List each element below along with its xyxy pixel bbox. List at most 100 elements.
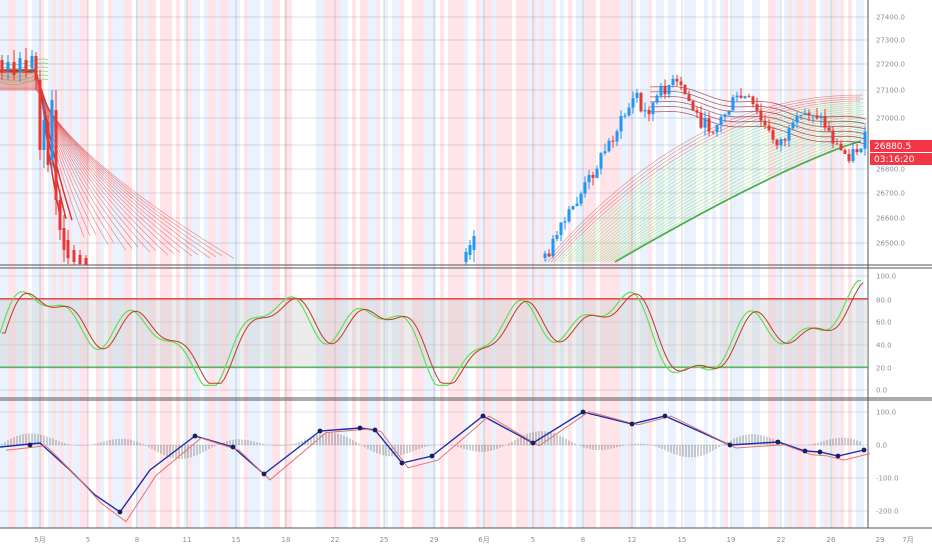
shade-band <box>384 0 388 528</box>
shade-band <box>272 0 276 528</box>
shade-band <box>56 0 60 528</box>
shade-band <box>196 0 200 528</box>
macd-tick-label: -100.0 <box>876 475 899 483</box>
shade-band <box>152 0 156 528</box>
macd-cross-marker <box>727 442 733 448</box>
candle <box>0 60 4 72</box>
shade-band <box>528 0 532 528</box>
shade-band <box>208 0 212 528</box>
ma-ribbon-line <box>0 86 211 259</box>
candle <box>78 255 82 264</box>
stoch-tick-label: 80.0 <box>876 297 892 305</box>
candle <box>727 110 731 115</box>
shade-band <box>100 0 104 528</box>
shade-band <box>668 0 672 528</box>
candle <box>687 94 691 102</box>
shade-band <box>192 0 196 528</box>
shade-band <box>740 0 744 528</box>
shade-band <box>460 0 464 528</box>
candle <box>807 112 811 116</box>
shade-band <box>784 0 788 528</box>
candle <box>464 252 468 262</box>
shade-band <box>724 0 728 528</box>
ma-ribbon-line <box>614 140 862 263</box>
shade-band <box>516 0 520 528</box>
shade-band <box>24 0 28 528</box>
shade-band <box>440 0 444 528</box>
candle <box>607 140 611 152</box>
x-tick-label: 15 <box>678 536 687 544</box>
price-tick-label: 27200.0 <box>876 61 905 69</box>
shade-band <box>16 0 20 528</box>
macd-signal-line <box>5 411 871 523</box>
shade-band <box>832 0 836 528</box>
shade-band <box>360 0 364 528</box>
shade-band <box>176 0 180 528</box>
candle <box>831 130 835 144</box>
shade-band <box>52 0 56 528</box>
shade-band <box>148 0 152 528</box>
shade-band <box>836 0 840 528</box>
ma-ribbon-line <box>608 136 861 263</box>
x-tick-label: 6月 <box>478 536 489 544</box>
ma-ribbon-line <box>0 69 61 217</box>
shade-band <box>40 0 44 528</box>
shade-band <box>316 0 320 528</box>
shade-band <box>288 0 292 528</box>
candle <box>731 97 735 111</box>
shade-band <box>120 0 124 528</box>
shade-band <box>532 0 536 528</box>
shade-band <box>840 0 844 528</box>
x-tick-label: 15 <box>232 536 241 544</box>
shade-band <box>500 0 504 528</box>
candle <box>675 78 679 82</box>
candle <box>763 120 767 126</box>
shade-band <box>332 0 336 528</box>
shade-band <box>252 0 256 528</box>
ma-ribbon-line <box>0 84 193 257</box>
macd-cross-marker <box>230 444 236 450</box>
shade-band <box>328 0 332 528</box>
shade-band <box>808 0 812 528</box>
shade-band <box>396 0 400 528</box>
shade-band <box>428 0 432 528</box>
shade-band <box>616 0 620 528</box>
shade-band <box>68 0 72 528</box>
ma-ribbon-line <box>0 80 151 253</box>
shade-band <box>36 0 40 528</box>
shade-band <box>20 0 24 528</box>
candle <box>711 131 715 133</box>
shade-band <box>112 0 116 528</box>
candle <box>719 116 723 125</box>
ma-ribbon-line <box>0 78 133 249</box>
candle <box>855 149 859 153</box>
price-tick-label: 27400.0 <box>876 14 905 22</box>
x-tick-label: 29 <box>876 536 885 544</box>
stoch-tick-label: 0.0 <box>876 387 887 395</box>
shade-band <box>560 0 564 528</box>
candle <box>851 149 855 162</box>
shade-band <box>860 0 864 528</box>
candle <box>591 175 595 178</box>
shade-band <box>124 0 128 528</box>
stoch-tick-label: 60.0 <box>876 319 892 327</box>
x-tick-label: 5 <box>86 536 90 544</box>
stoch-tick-label: 40.0 <box>876 342 892 350</box>
candle <box>643 109 647 112</box>
candle <box>551 238 555 257</box>
candle <box>647 109 651 115</box>
shade-band <box>344 0 348 528</box>
shade-band <box>264 0 268 528</box>
candle <box>839 143 843 151</box>
shade-band <box>324 0 328 528</box>
macd-cross-marker <box>580 409 586 415</box>
candle <box>24 60 28 70</box>
shade-band <box>496 0 500 528</box>
ma-ribbon-line <box>547 96 861 263</box>
candle <box>755 104 759 111</box>
shade-band <box>452 0 456 528</box>
candle <box>651 102 655 115</box>
ma-ribbon-line <box>559 104 861 263</box>
shade-band <box>576 0 580 528</box>
shade-band <box>736 0 740 528</box>
